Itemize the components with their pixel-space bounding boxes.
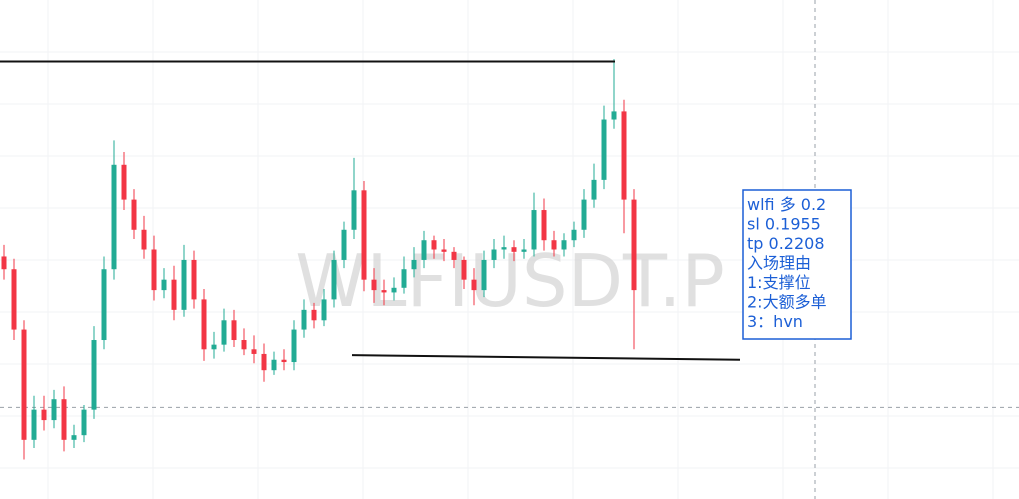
annotation-line: 入场理由: [747, 254, 811, 273]
candle-body: [81, 409, 87, 436]
annotation-line: sl 0.1955: [747, 215, 821, 234]
candle-body: [631, 199, 637, 291]
candle-body: [571, 229, 577, 241]
candle-body: [561, 240, 567, 250]
watermark: WLFIUSDT.P: [295, 239, 725, 323]
candle-body: [531, 210, 537, 250]
candle-body: [111, 164, 117, 270]
candle-body: [321, 299, 327, 321]
candle-body: [301, 309, 307, 330]
candle-body: [271, 359, 277, 371]
candle-body: [391, 287, 397, 293]
candle-body: [551, 240, 557, 250]
level-line: [351, 354, 741, 361]
candle-body: [401, 269, 407, 288]
candle-body: [341, 229, 347, 260]
annotation-line: wlfi 多 0.2: [747, 195, 826, 214]
candle-body: [291, 329, 297, 363]
candle-body: [211, 344, 217, 350]
candle-body: [381, 290, 387, 293]
candle-body: [511, 247, 517, 252]
candle-body: [161, 279, 167, 291]
candle-body: [181, 259, 187, 310]
candle-body: [221, 320, 227, 345]
candle-body: [91, 340, 97, 410]
annotation-line: 1:支撑位: [747, 273, 811, 292]
candle-body: [421, 240, 427, 260]
candle-body: [601, 119, 607, 180]
candle-body: [261, 353, 267, 371]
candle-body: [101, 269, 107, 341]
candle-body: [21, 329, 27, 440]
candle-body: [361, 190, 367, 280]
candle-body: [1, 256, 7, 270]
candle-body: [521, 249, 527, 252]
candle-body: [331, 259, 337, 300]
candle-body: [251, 349, 257, 354]
candle-body: [501, 247, 507, 250]
candle-body: [451, 251, 457, 260]
candle-body: [411, 259, 417, 270]
candle-body: [541, 210, 547, 241]
annotation-line: 3：hvn: [747, 312, 803, 331]
candle-body: [231, 320, 237, 341]
candle-body: [191, 259, 197, 300]
candle-body: [351, 190, 357, 230]
candle-body: [171, 279, 177, 310]
candle-body: [31, 409, 37, 440]
candle-body: [461, 259, 467, 280]
candle-body: [371, 279, 377, 291]
candle-body: [151, 249, 157, 291]
candle-body: [11, 269, 17, 330]
candle-body: [621, 111, 627, 200]
candle-body: [591, 179, 597, 200]
candle-body: [481, 259, 487, 291]
candle-body: [121, 164, 127, 200]
candle-body: [611, 111, 617, 120]
annotation-line: 2:大额多单: [747, 293, 827, 312]
candle-body: [431, 240, 437, 250]
candle-body: [581, 199, 587, 230]
candle-body: [131, 199, 137, 230]
annotation-line: tp 0.2208: [747, 234, 825, 253]
candle-body: [241, 340, 247, 350]
candle-body: [441, 249, 447, 252]
candle-body: [71, 435, 77, 440]
candles: [1, 59, 637, 460]
candle-body: [311, 309, 317, 321]
candle-body: [61, 399, 67, 440]
candle-body: [41, 409, 47, 421]
candle-body: [471, 279, 477, 291]
candle-body: [51, 399, 57, 421]
candle-body: [141, 229, 147, 250]
candle-body: [491, 249, 497, 260]
candle-body: [281, 359, 287, 363]
annotation-box: [742, 189, 852, 340]
candle-body: [201, 299, 207, 350]
